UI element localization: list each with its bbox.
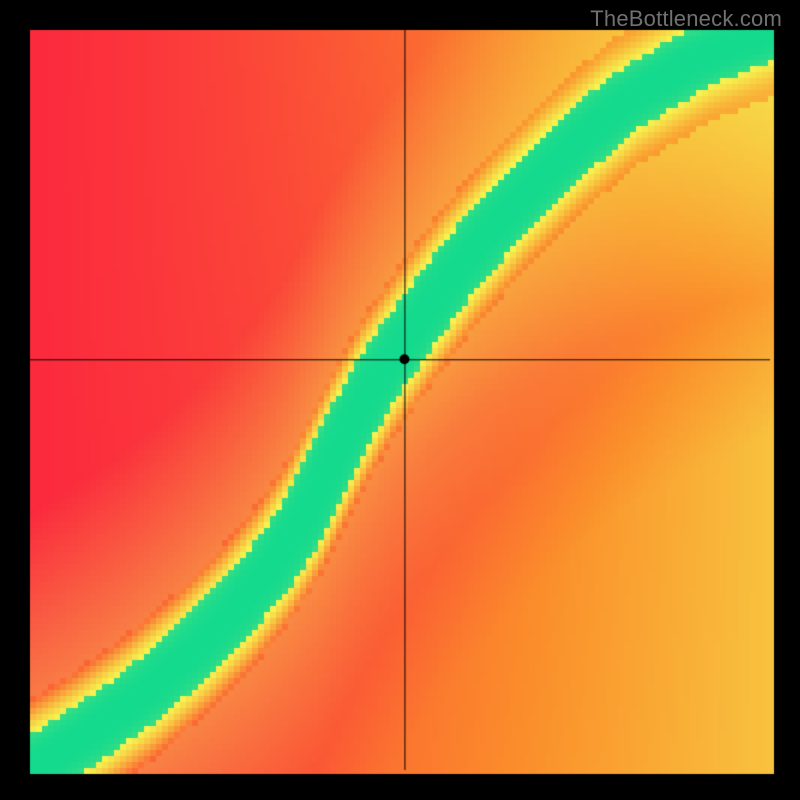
- watermark-text: TheBottleneck.com: [590, 6, 782, 32]
- bottleneck-heatmap-figure: TheBottleneck.com: [0, 0, 800, 800]
- heatmap-canvas: [0, 0, 800, 800]
